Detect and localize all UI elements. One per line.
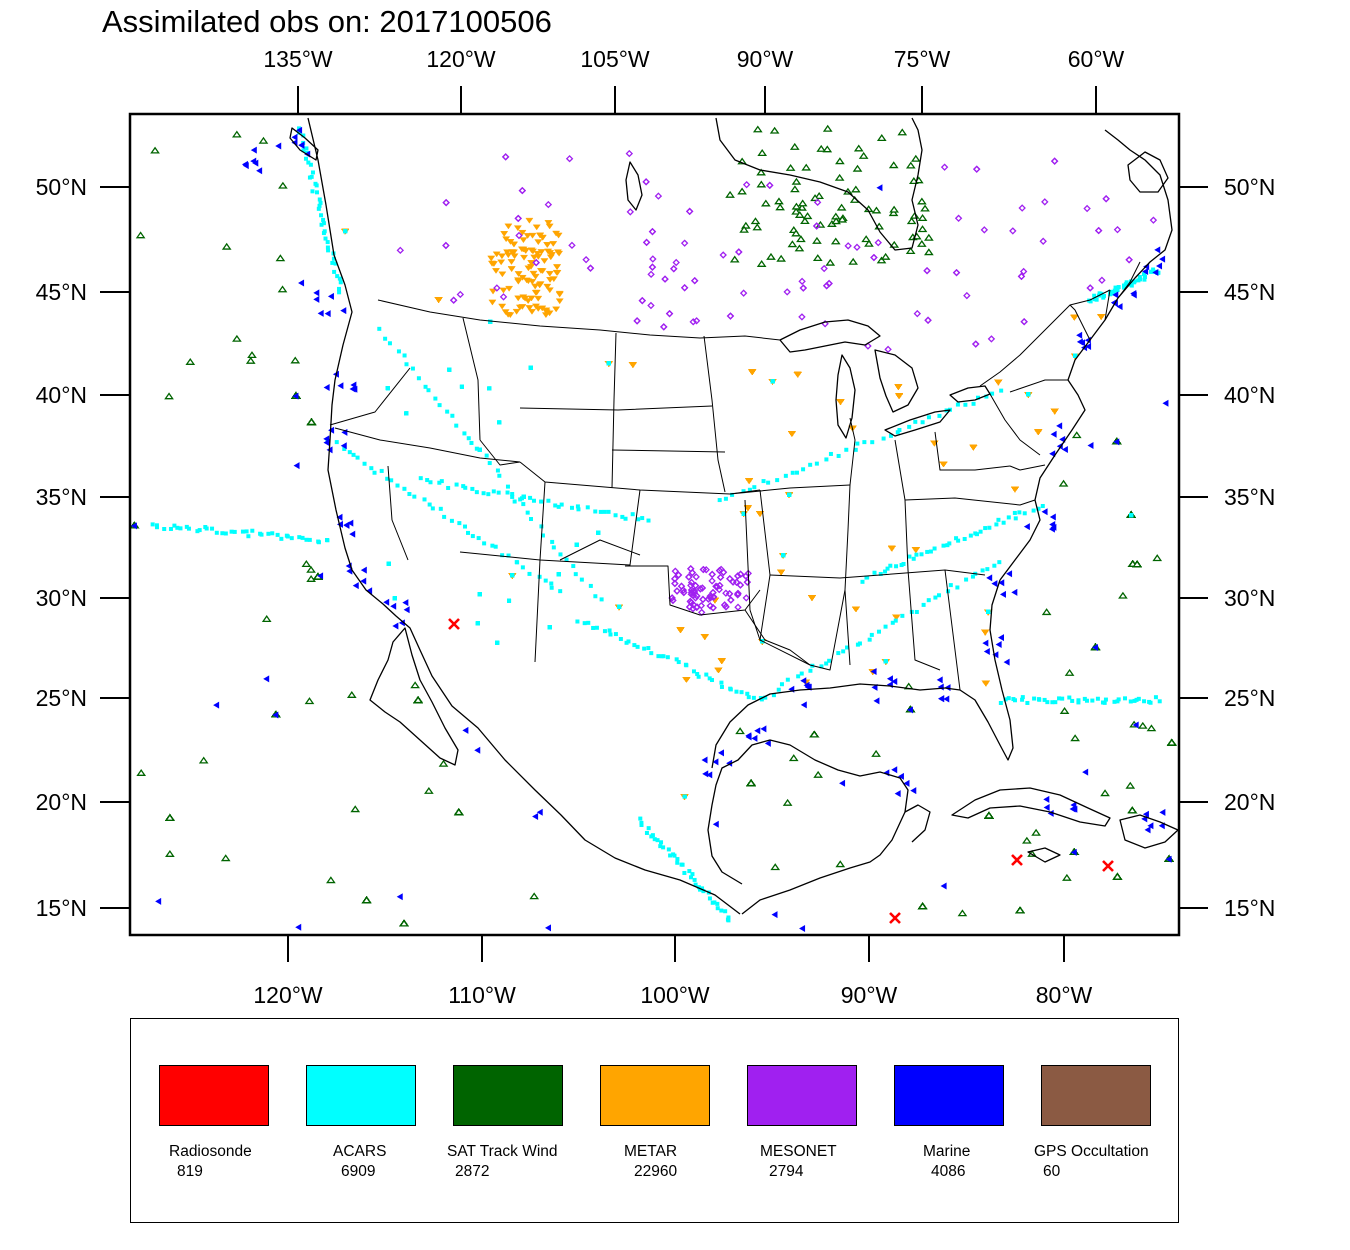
legend-label: MESONET [760,1143,837,1160]
legend-swatch-mesonet [747,1065,857,1126]
lake-ontario [949,385,991,403]
right-lat-label: 20°N [1224,789,1275,815]
left-lat-label: 40°N [36,382,87,408]
legend-item-sat-track-wind: SAT Track Wind 2872 [447,1019,593,1219]
legend-item-radiosonde: Radiosonde 819 [159,1019,299,1219]
island-jamaica [1027,847,1061,863]
legend-count: 22960 [634,1163,678,1180]
right-lat-label: 45°N [1224,279,1275,305]
right-lat-label: 15°N [1224,895,1275,921]
us-canada-border-east [979,289,1111,387]
left-lat-label: 50°N [36,174,87,200]
left-lat-label: 35°N [36,484,87,510]
top-lon-label: 60°W [1068,46,1125,72]
legend-item-gps-occultation: GPS Occultation 60 [1034,1019,1181,1219]
observation-markers [129,124,1177,932]
bottom-lon-label: 100°W [640,982,710,1008]
legend-swatch-radiosonde [159,1065,269,1126]
us-canada-border [377,299,781,341]
legend-item-metar: METAR 22960 [600,1019,740,1219]
legend-item-acars: ACARS 6909 [306,1019,446,1219]
legend-swatch-sat-track-wind [453,1065,563,1126]
legend-count: 4086 [931,1163,966,1180]
legend-count: 60 [1043,1163,1061,1180]
right-lat-label: 30°N [1224,585,1275,611]
lake-michigan [835,354,856,439]
legend-count: 2872 [455,1163,490,1180]
coastline-gulf [707,739,909,915]
legend-count: 819 [177,1163,203,1180]
coastline-baja [369,627,459,766]
legend-swatch-metar [600,1065,710,1126]
top-lon-label: 105°W [580,46,650,72]
right-lat-label: 40°N [1224,382,1275,408]
bottom-lon-label: 110°W [448,982,516,1008]
axis-ticks [100,86,1208,962]
coastline-newfoundland [1127,151,1169,193]
right-lat-label: 35°N [1224,484,1275,510]
map-geography [289,117,1179,915]
legend-swatch-gps-occultation [1041,1065,1151,1126]
coastline-florida [944,579,1014,761]
bottom-lon-label: 90°W [841,982,898,1008]
legend: Radiosonde 819 ACARS 6909 SAT Track Wind… [130,1018,1179,1223]
lake-superior [779,319,881,353]
top-lon-label: 135°W [263,46,333,72]
legend-count: 2794 [769,1163,804,1180]
coastline-yucatan [904,804,931,843]
legend-label: Radiosonde [169,1143,252,1160]
island-vancouver [289,127,319,161]
bottom-lon-label: 120°W [253,982,323,1008]
legend-label: GPS Occultation [1034,1143,1149,1160]
legend-item-marine: Marine 4086 [894,1019,1034,1219]
legend-label: SAT Track Wind [447,1143,558,1160]
top-lon-label: 75°W [894,46,951,72]
legend-swatch-marine [894,1065,1004,1126]
left-lat-label: 20°N [36,789,87,815]
coastline-texas [711,683,946,769]
map-frame [128,112,1181,937]
top-lon-label: 120°W [426,46,496,72]
bottom-lon-label: 80°W [1036,982,1093,1008]
legend-label: METAR [624,1143,678,1160]
legend-swatch-acars [306,1065,416,1126]
coastline-hudson-bay [715,117,923,251]
left-lat-label: 45°N [36,279,87,305]
top-lon-label: 90°W [737,46,794,72]
legend-item-mesonet: MESONET 2794 [747,1019,887,1219]
island-hispaniola [1119,814,1179,849]
coastline-west [307,117,741,915]
legend-label: ACARS [333,1143,387,1160]
state-boundaries [329,261,1141,691]
lake-huron [874,349,919,413]
legend-label: Marine [923,1143,971,1160]
left-lat-label: 15°N [36,895,87,921]
right-lat-label: 25°N [1224,685,1275,711]
figure-title: Assimilated obs on: 2017100506 [102,4,552,39]
left-lat-label: 30°N [36,585,87,611]
left-lat-label: 25°N [36,685,87,711]
lake-erie [884,409,951,437]
island-cuba [951,787,1111,827]
lake-winnipeg [625,161,643,211]
right-lat-label: 50°N [1224,174,1275,200]
map-figure: 135°W 120°W 105°W 90°W 75°W 60°W 120°W 1… [36,46,1276,1008]
legend-count: 6909 [341,1163,376,1180]
